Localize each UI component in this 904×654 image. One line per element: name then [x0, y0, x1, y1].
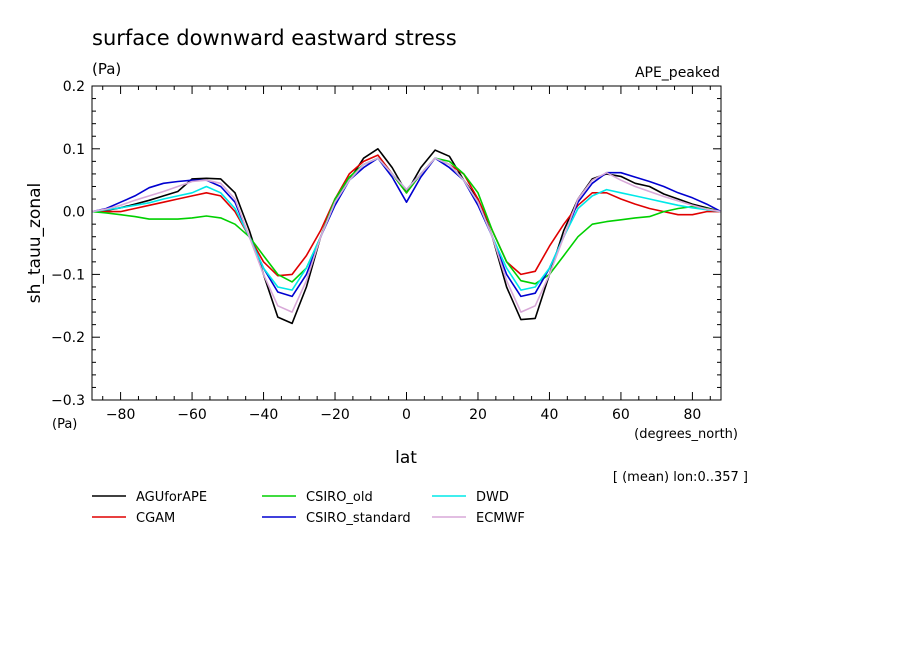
- x-tick-label: −60: [177, 407, 207, 423]
- y-tick-label: −0.2: [51, 330, 85, 346]
- legend-label: CSIRO_standard: [306, 511, 411, 526]
- units-label: (Pa): [92, 60, 121, 78]
- legend-label: CGAM: [136, 511, 175, 526]
- y-tick-label: −0.1: [51, 267, 85, 283]
- legend-label: AGUforAPE: [136, 490, 207, 505]
- x-tick-label: 40: [541, 407, 559, 423]
- mean-note: [ (mean) lon:0..357 ]: [613, 470, 748, 485]
- x-tick-label: 20: [469, 407, 487, 423]
- series-line-CSIRO_standard: [91, 157, 722, 298]
- legend-label: ECMWF: [476, 511, 525, 526]
- y-tick-label: 0.2: [63, 79, 85, 95]
- axis-ticks: [92, 85, 721, 401]
- x-tick-label: −80: [106, 407, 136, 423]
- x-axis-label: lat: [395, 448, 417, 468]
- legend-label: CSIRO_old: [306, 490, 373, 505]
- chart-title: surface downward eastward stress: [92, 26, 457, 50]
- legend-item: DWD: [432, 490, 509, 505]
- legend-item: CSIRO_standard: [262, 511, 411, 526]
- legend-item: CGAM: [92, 511, 175, 526]
- series-line-ECMWF: [91, 157, 722, 313]
- experiment-label: APE_peaked: [635, 65, 720, 81]
- y-tick-label: 0.1: [63, 142, 85, 158]
- series-line-DWD: [91, 157, 722, 291]
- plot-frame: [91, 85, 722, 401]
- legend-label: DWD: [476, 490, 509, 505]
- y-tick-label: 0.0: [63, 205, 85, 221]
- legend-item: CSIRO_old: [262, 490, 373, 505]
- x-tick-label: −40: [249, 407, 279, 423]
- x-tick-label: 80: [683, 407, 701, 423]
- series-line-CSIRO_old: [91, 157, 722, 285]
- series-line-CGAM: [92, 154, 721, 277]
- x-tick-label: 0: [402, 407, 411, 423]
- x-tick-label: 60: [612, 407, 630, 423]
- legend: AGUforAPE CGAM CSIRO_old CSIRO_standard DWD E…: [92, 490, 525, 526]
- x-tick-label: −20: [320, 407, 350, 423]
- series-lines: [91, 148, 722, 325]
- y-tick-label: −0.3: [51, 393, 85, 409]
- legend-item: AGUforAPE: [92, 490, 207, 505]
- legend-item: ECMWF: [432, 511, 525, 526]
- y-axis-units: (Pa): [52, 417, 77, 432]
- x-axis-units: (degrees_north): [634, 427, 738, 442]
- y-axis-label: sh_tauu_zonal: [25, 183, 45, 304]
- tick-labels: −80 −60 −40 −20 0 20 40 60 80 −0.3 −0.2 −0.1 0.0 0.1 0…: [51, 79, 701, 423]
